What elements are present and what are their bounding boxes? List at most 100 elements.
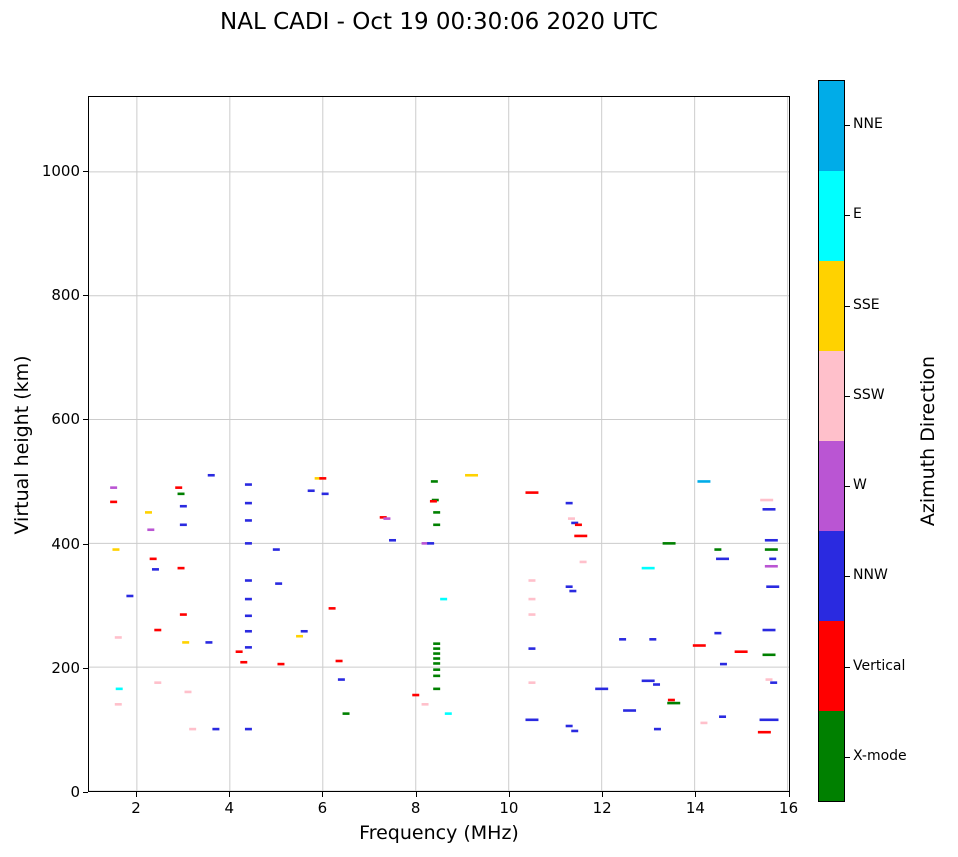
data-point (574, 534, 588, 538)
data-point (714, 631, 722, 635)
data-point (205, 641, 213, 644)
data-point (114, 703, 122, 706)
y-tick-label: 0 (70, 783, 80, 801)
data-point (244, 629, 252, 633)
plot-area (88, 96, 790, 792)
data-point (692, 644, 706, 647)
data-point (296, 634, 304, 638)
data-point (244, 501, 252, 505)
colorbar-tick-mark (845, 756, 850, 758)
colorbar-tick-label: Vertical (853, 657, 906, 674)
x-tick-label: 12 (592, 799, 612, 817)
x-tick-mark (229, 792, 231, 797)
x-tick-mark (695, 792, 697, 797)
data-point (653, 727, 661, 731)
data-point (240, 660, 248, 664)
data-point (115, 687, 123, 691)
data-point (175, 486, 183, 489)
data-point (389, 538, 397, 542)
data-point (244, 727, 252, 731)
data-point (569, 589, 577, 593)
data-point (383, 517, 391, 520)
data-point (433, 687, 441, 691)
colorbar-tick-label: X-mode (853, 747, 907, 764)
data-point (571, 521, 579, 525)
data-point (649, 638, 657, 641)
y-tick-label: 200 (51, 658, 80, 677)
x-tick-mark (322, 792, 324, 797)
y-tick-mark (83, 171, 88, 173)
x-tick-mark (415, 792, 417, 797)
colorbar-tick-label: SSW (853, 386, 885, 403)
data-point (528, 613, 536, 616)
data-point (765, 678, 773, 681)
x-tick-mark (508, 792, 510, 797)
data-point (412, 693, 420, 697)
data-point (662, 542, 676, 545)
data-point (182, 641, 190, 644)
x-tick-mark (602, 792, 604, 797)
data-point (734, 650, 748, 654)
data-point (528, 681, 536, 684)
data-point (145, 511, 152, 514)
data-point (342, 712, 350, 715)
data-point (762, 508, 776, 511)
data-point (126, 594, 134, 598)
data-point (565, 585, 573, 588)
data-point (766, 585, 780, 588)
data-point (277, 662, 285, 666)
data-point (184, 690, 192, 694)
colorbar-segment-Vertical (819, 621, 844, 711)
colorbar-segment-X-mode (819, 711, 844, 801)
data-point (528, 597, 536, 601)
data-point (328, 607, 336, 610)
plot-canvas (89, 97, 789, 791)
data-point (112, 548, 120, 551)
data-point (244, 519, 252, 522)
data-point (433, 662, 441, 665)
data-point (307, 489, 315, 493)
y-tick-label: 1000 (41, 162, 80, 181)
data-point (770, 681, 778, 684)
data-point (147, 528, 155, 532)
data-point (189, 727, 197, 731)
colorbar (818, 80, 845, 802)
data-point (574, 523, 582, 527)
data-point (244, 597, 252, 601)
data-point (714, 548, 722, 551)
data-point (244, 542, 252, 545)
data-point (177, 566, 185, 570)
data-point (567, 517, 575, 520)
data-point (444, 712, 452, 715)
y-tick-label: 400 (51, 534, 80, 553)
colorbar-segment-W (819, 441, 844, 531)
data-point (110, 500, 118, 504)
y-tick-label: 600 (51, 410, 80, 429)
data-point (762, 628, 776, 632)
data-point (757, 730, 771, 734)
data-point (764, 564, 778, 568)
data-point (275, 582, 283, 585)
colorbar-segment-SSW (819, 351, 844, 441)
y-axis-label: Virtual height (km) (11, 355, 33, 535)
data-point (319, 477, 327, 480)
colorbar-label: Azimuth Direction (917, 355, 939, 527)
colorbar-segment-NNE (819, 81, 844, 171)
data-point (760, 498, 774, 502)
colorbar-tick-mark (845, 125, 850, 127)
y-tick-mark (83, 667, 88, 669)
x-tick-label: 6 (317, 799, 328, 817)
colorbar-tick-label: SSE (853, 296, 880, 313)
data-point (430, 480, 438, 483)
data-point (667, 698, 675, 702)
data-point (719, 662, 727, 666)
data-point (565, 724, 573, 728)
data-point (300, 629, 308, 633)
data-point (433, 511, 441, 514)
data-point (764, 548, 778, 551)
data-point (433, 668, 441, 671)
data-point (179, 613, 187, 616)
data-point (697, 480, 711, 483)
x-axis-label: Frequency (MHz) (359, 822, 519, 844)
